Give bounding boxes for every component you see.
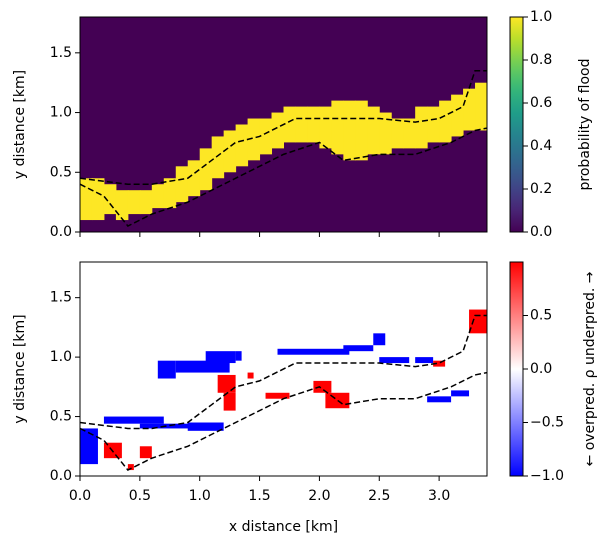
heatmap-cell [415,357,434,364]
boundary-line [80,371,487,471]
heatmap-cell [139,190,153,215]
y-tick-label: 1.0 [50,105,72,121]
y-axis-label: y distance [km] [12,314,28,423]
x-tick-label: 2.0 [308,488,330,504]
x-axis-label: x distance [km] [229,519,338,535]
heatmap-cell [319,106,332,149]
colorbar-tick-label: 0.2 [530,181,552,197]
colorbar-label: ← overpred. ρ underpred. → [582,271,598,466]
heatmap-cell [235,351,242,361]
heatmap-cell [439,100,452,143]
heatmap-cell [103,416,164,424]
y-tick-label: 1.5 [50,45,72,61]
heatmap-cell [463,88,476,131]
boundary-line [80,70,487,185]
y-tick-label: 1.5 [50,290,72,306]
heatmap-cell [259,118,273,155]
y-tick-label: 1.0 [50,349,72,365]
heatmap-cell [475,82,487,131]
heatmap-cell [157,360,176,379]
heatmap-cell [415,106,428,149]
heatmap-cell [277,348,350,355]
x-tick-label: 0.0 [69,488,91,504]
colorbar-tick-label: 1.0 [530,9,552,25]
heatmap-cell [271,112,284,149]
heatmap-cell [211,136,225,179]
heatmap-cell [343,345,374,352]
heatmap-cell [355,100,368,161]
x-tick-label: 2.5 [368,488,390,504]
heatmap-cell [247,118,261,161]
heatmap-cell [373,333,386,346]
heatmap-cell [307,106,320,143]
heatmap-cell [295,106,308,143]
x-tick-label: 1.5 [248,488,270,504]
heatmap-cell [325,392,350,409]
heatmap-cell [223,392,236,411]
colorbar-tick-label: −1.0 [530,468,564,484]
colorbar-tick-label: −0.5 [530,415,564,431]
heatmap-cell [427,396,452,403]
x-tick-label: 3.0 [428,488,450,504]
boundary-line [80,314,487,430]
heatmap-cell [391,118,404,149]
plot-frame [79,16,488,233]
heatmap-cell [103,184,117,215]
heatmap-cell [313,380,332,393]
colorbar-tick-label: 0.5 [530,308,552,324]
heatmap-cell [199,148,213,191]
heatmap-cell [283,106,296,143]
heatmap-cell [247,372,254,379]
heatmap-cell [175,166,189,203]
plot-area [80,262,487,476]
colorbar-tick-label: 0.8 [530,52,552,68]
heatmap-cell [217,374,236,393]
heatmap-cell [151,184,165,209]
heatmap-cell [205,351,236,364]
heatmap-cell [367,106,380,155]
y-tick-label: 0.5 [50,409,72,425]
heatmap-cell [187,160,201,197]
colorbar-tick-label: 0.0 [530,361,552,377]
x-tick-label: 0.5 [129,488,151,504]
heatmap-cell [127,464,134,471]
heatmap-cell [139,423,194,429]
colorbar [509,16,524,233]
plot-area [80,17,487,232]
heatmap-cell [451,94,464,137]
heatmap-cell [379,357,410,364]
heatmap-cell [433,360,446,367]
y-axis-label: y distance [km] [12,70,28,179]
heatmap-cell [451,390,470,397]
y-tick-label: 0.5 [50,164,72,180]
heatmap-cell [469,309,487,334]
heatmap-cell [163,178,177,209]
heatmap-cell [331,100,344,155]
plot-frame [79,261,488,477]
boundary-line [80,127,487,227]
heatmap-cell [115,190,129,221]
heatmap-cell [139,446,152,459]
y-tick-label: 0.0 [50,224,72,240]
colorbar-label: probability of flood [577,59,593,191]
heatmap-cell [91,178,105,221]
heatmap-cell [379,112,392,155]
heatmap-cell [80,428,98,465]
heatmap-cell [235,124,249,167]
heatmap-cell [427,106,440,143]
heatmap-cell [187,422,224,431]
colorbar [509,261,524,477]
heatmap-cell [175,360,230,373]
x-tick-label: 1.0 [189,488,211,504]
heatmap-cell [265,392,290,399]
heatmap-cell [223,130,237,173]
colorbar-tick-label: 0.4 [530,138,552,154]
colorbar-tick-label: 0.0 [530,224,552,240]
heatmap-cell [343,100,356,161]
heatmap-cell [127,190,141,215]
heatmap-cell [403,118,416,149]
y-tick-label: 0.0 [50,468,72,484]
colorbar-tick-label: 0.6 [530,95,552,111]
